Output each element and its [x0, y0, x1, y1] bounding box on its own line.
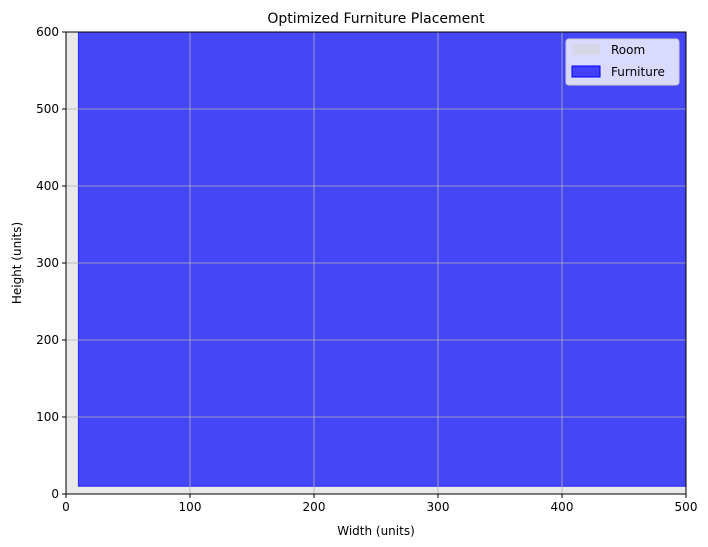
y-tick-label: 0 [51, 487, 59, 501]
x-tick-label: 100 [179, 500, 202, 514]
legend-swatch-furniture [571, 65, 601, 78]
x-tick-label: 400 [551, 500, 574, 514]
legend-label-room: Room [611, 43, 645, 57]
x-tick-label: 0 [62, 500, 70, 514]
chart-title: Optimized Furniture Placement [267, 11, 485, 27]
y-tick-label: 600 [36, 25, 59, 39]
y-axis-label: Height (units) [10, 222, 24, 304]
x-tick-label: 300 [427, 500, 450, 514]
y-tick-label: 500 [36, 102, 59, 116]
y-tick-label: 200 [36, 333, 59, 347]
x-tick-label: 500 [675, 500, 698, 514]
legend-swatch-room [572, 44, 600, 55]
x-tick-label: 200 [303, 500, 326, 514]
y-tick-label: 100 [36, 410, 59, 424]
y-tick-label: 300 [36, 256, 59, 270]
series-rect-furniture [77, 31, 687, 487]
x-axis-label: Width (units) [337, 524, 415, 538]
legend-label-furniture: Furniture [611, 65, 665, 79]
y-tick-label: 400 [36, 179, 59, 193]
ticks-layer: 0 100 200 300 400 500 0 100 200 300 400 500 600 [36, 25, 697, 514]
legend: Room Furniture [565, 38, 680, 86]
